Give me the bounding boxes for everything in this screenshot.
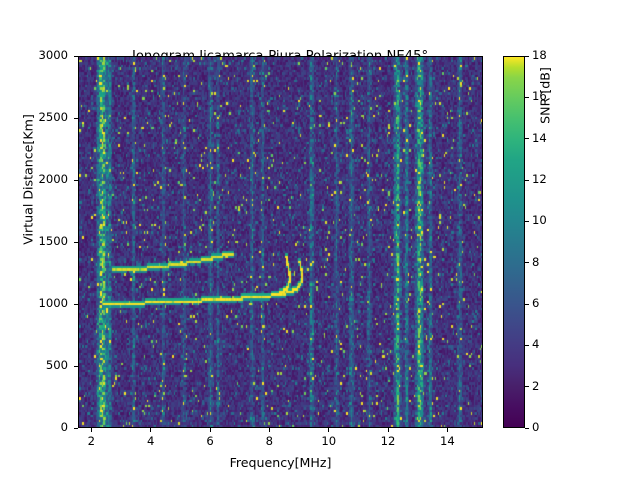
y-tick-mark [74,55,78,57]
colorbar-tick-label: 16 [532,89,547,104]
x-tick-mark [328,428,330,432]
colorbar-tick-mark [525,262,529,264]
colorbar-tick-mark [525,138,529,140]
x-tick-label: 14 [440,434,455,448]
x-tick-mark [268,428,271,432]
x-tick-label: 12 [380,434,396,448]
y-tick-label: 1500 [38,234,68,248]
colorbar-tick-mark [525,427,529,429]
colorbar-tick-label: 14 [532,130,547,145]
colorbar-tick-label: 10 [532,213,547,228]
colorbar-tick-mark [525,220,529,223]
y-tick-label: 2500 [38,110,68,124]
colorbar-tick-mark [525,344,529,347]
colorbar-tick-mark [525,96,529,99]
colorbar: 0 2 4 6 8 10 12 14 16 18 [503,48,547,434]
plot-axes [78,56,483,428]
x-tick-mark [209,428,211,432]
y-tick-mark [74,365,78,367]
colorbar-label: SNR [dB] [537,67,553,124]
colorbar-tick-label: 6 [532,296,540,310]
colorbar-tick-mark [525,179,529,181]
colorbar-tick-label: 12 [532,172,547,186]
y-tick-label: 1000 [38,296,68,310]
colorbar-tick-label: 0 [532,420,540,434]
y-tick-mark [74,179,78,181]
y-tick-label: 0 [60,420,68,434]
x-tick-label: 4 [146,434,155,448]
x-tick-label: 10 [321,434,337,448]
x-tick-label: 2 [87,434,96,448]
x-tick-mark [90,428,93,432]
y-tick-label: 500 [45,358,68,372]
colorbar-gradient [503,56,525,428]
x-tick-mark [387,428,389,432]
x-tick-label: 8 [265,434,274,448]
y-tick-mark [74,241,78,243]
y-tick-label: 3000 [38,48,68,62]
y-tick-mark [74,303,78,305]
x-axis-label: Frequency[MHz] [229,455,332,470]
x-tick-mark [446,428,449,432]
y-tick-mark [74,117,78,119]
colorbar-tick-label: 2 [532,378,540,393]
colorbar-tick-label: 18 [532,48,547,62]
colorbar-tick-mark [525,55,529,57]
x-tick-label: 6 [206,434,214,448]
colorbar-tick-mark [525,386,529,388]
y-axis-label: Virtual Distance[Km] [20,114,36,245]
x-tick-mark [150,428,152,432]
y-tick-label: 2000 [38,172,68,186]
y-tick-mark [74,427,78,429]
colorbar-tick-label: 8 [532,254,540,269]
colorbar-tick-label: 4 [532,337,540,352]
colorbar-tick-mark [525,303,529,305]
ionogram-heatmap [79,57,482,427]
